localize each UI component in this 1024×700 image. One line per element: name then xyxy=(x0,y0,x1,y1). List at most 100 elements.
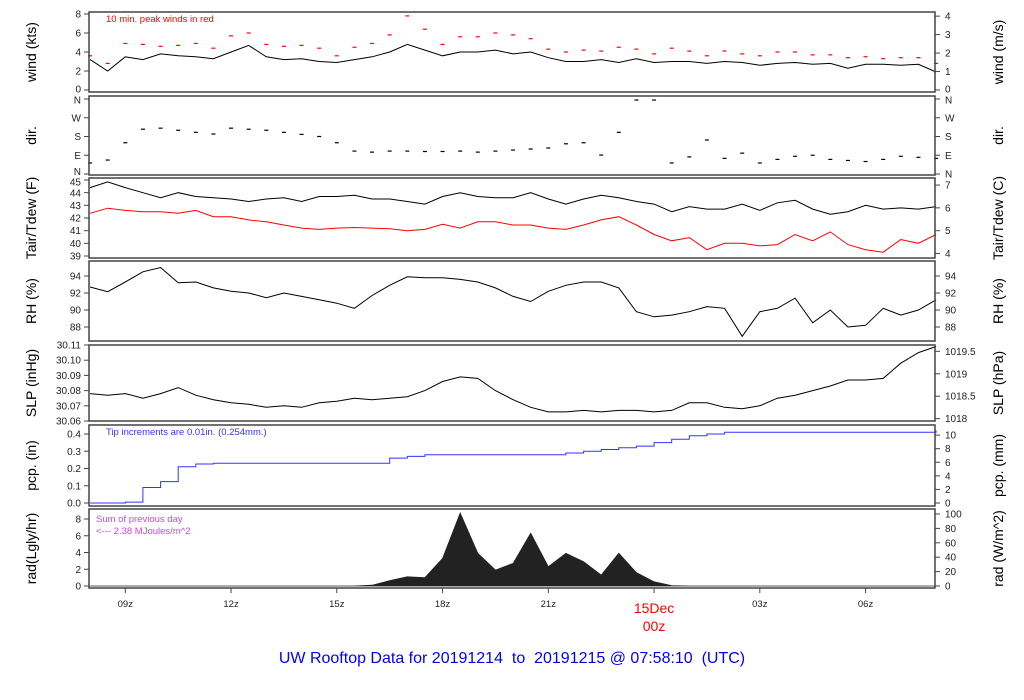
left-tick-label: 0.3 xyxy=(67,447,81,458)
right-tick-label: 0 xyxy=(945,582,951,593)
left-tick-label: 30.10 xyxy=(56,356,81,367)
left-tick-label: 94 xyxy=(70,272,82,283)
right-tick-label: 8 xyxy=(945,444,951,455)
time-axis: 09z 12z 15z 18z 21z 03z 06z 15Dec 00z xyxy=(118,588,874,634)
left-tick-label: 0 xyxy=(75,85,81,96)
left-tick-label: 4 xyxy=(75,548,81,559)
right-tick-label: 10 xyxy=(945,431,957,442)
panel-frame xyxy=(88,177,936,259)
right-tick-label: 100 xyxy=(945,510,962,521)
left-tick-label: 90 xyxy=(70,306,82,317)
time-tick-label: 15z xyxy=(329,599,345,610)
panel-5: 0.0 0.1 0.2 0.3 0.4 0 2 4 6 8 10 pcp. (in) pcp. (mm)… xyxy=(23,424,1006,510)
left-axis-title: SLP (inHg) xyxy=(23,349,39,417)
right-tick-label: 6 xyxy=(945,458,951,469)
right-tick-label: 7 xyxy=(945,181,951,192)
right-tick-label: 6 xyxy=(945,203,951,214)
left-tick-label: N xyxy=(74,96,81,107)
left-tick-label: 43 xyxy=(70,201,82,212)
series-line xyxy=(90,346,937,413)
panel-4: 30.06 30.07 30.08 30.09 30.10 30.11 1018 1018.5… xyxy=(23,341,1006,428)
left-tick-label: 4 xyxy=(75,48,81,59)
left-tick-label: 30.07 xyxy=(56,401,81,412)
left-tick-label: 6 xyxy=(75,531,81,542)
series-area xyxy=(90,512,937,587)
right-tick-label: 1018 xyxy=(945,414,968,425)
right-tick-label: S xyxy=(945,132,952,143)
right-tick-label: 0 xyxy=(945,85,951,96)
annotation-text: 10 min. peak winds in red xyxy=(106,14,214,25)
left-tick-label: 0.4 xyxy=(67,430,81,441)
right-tick-label: N xyxy=(945,96,952,107)
panel-frame xyxy=(88,95,936,176)
panel-frame xyxy=(88,508,936,589)
left-tick-label: W xyxy=(72,113,82,124)
annotation-text: Sum of previous day xyxy=(96,514,183,525)
time-tick-label: 09z xyxy=(118,599,134,610)
right-axis-title: wind (m/s) xyxy=(990,20,1006,86)
right-axis-title: pcp. (mm) xyxy=(990,434,1006,497)
series-line xyxy=(89,43,937,73)
panel-frame xyxy=(88,11,936,93)
left-axis-title: rad(Lgly/hr) xyxy=(23,513,39,585)
time-tick-label: 06z xyxy=(858,599,874,610)
right-tick-label: 92 xyxy=(945,289,957,300)
right-tick-label: 1018.5 xyxy=(945,392,976,403)
left-axis-title: RH (%) xyxy=(23,278,39,324)
time-tick-label: 12z xyxy=(223,599,239,610)
right-tick-label: W xyxy=(945,113,955,124)
left-tick-label: 0.0 xyxy=(67,499,81,510)
left-tick-label: 8 xyxy=(75,10,81,21)
right-tick-label: 4 xyxy=(945,471,951,482)
left-tick-label: 8 xyxy=(75,515,81,526)
left-tick-label: 0.2 xyxy=(67,464,81,475)
right-axis-title: RH (%) xyxy=(990,278,1006,324)
left-tick-label: 30.11 xyxy=(57,341,82,352)
panel-0: 0 2 4 6 8 0 1 2 3 4 wind (kts) wind (m/s) 10 min. pe… xyxy=(23,10,1006,96)
right-tick-label: 0 xyxy=(945,499,951,510)
left-tick-label: 92 xyxy=(70,289,82,300)
right-tick-label: 2 xyxy=(945,485,951,496)
time-tick-label: 03z xyxy=(752,599,768,610)
left-tick-label: 0.1 xyxy=(67,481,81,492)
annotation-text: Tip increments are 0.01in. (0.254mm.) xyxy=(106,427,267,438)
right-tick-label: 3 xyxy=(945,30,951,41)
chart-title: UW Rooftop Data for 20191214 to 20191215… xyxy=(278,650,746,667)
left-tick-label: 30.08 xyxy=(56,386,81,397)
right-axis-title: rad (W/m^2) xyxy=(990,510,1006,587)
time-tick-label: 18z xyxy=(435,599,451,610)
left-tick-label: 0 xyxy=(75,582,81,593)
right-tick-label: 90 xyxy=(945,306,957,317)
series-line xyxy=(89,181,937,215)
left-tick-label: 6 xyxy=(75,29,81,40)
left-tick-label: 42 xyxy=(70,214,82,225)
panel-3: 88 90 92 94 88 90 92 94 RH (%) RH (%) xyxy=(23,260,1006,342)
left-tick-label: 30.06 xyxy=(56,417,81,428)
left-tick-label: 40 xyxy=(70,239,82,250)
right-tick-label: 4 xyxy=(945,12,951,23)
panel-frame xyxy=(88,344,936,422)
panel-frame xyxy=(88,424,936,507)
left-tick-label: 88 xyxy=(70,323,82,334)
day-marker-date: 15Dec xyxy=(634,600,674,616)
left-tick-label: E xyxy=(74,151,81,162)
right-tick-label: 40 xyxy=(945,553,957,564)
left-tick-label: 45 xyxy=(70,178,82,189)
right-tick-label: 2 xyxy=(945,49,951,60)
left-axis-title: pcp. (in) xyxy=(23,440,39,491)
right-axis-title: dir. xyxy=(990,126,1006,145)
right-tick-label: 20 xyxy=(945,567,957,578)
panel-frame xyxy=(88,260,936,342)
left-axis-title: dir. xyxy=(23,126,39,145)
right-tick-label: 1 xyxy=(945,67,951,78)
left-tick-label: 44 xyxy=(70,189,82,200)
right-axis-title: Tair/Tdew (C) xyxy=(990,176,1006,260)
left-tick-label: 2 xyxy=(75,565,81,576)
right-tick-label: 1019 xyxy=(945,369,968,380)
left-tick-label: 41 xyxy=(70,226,82,237)
